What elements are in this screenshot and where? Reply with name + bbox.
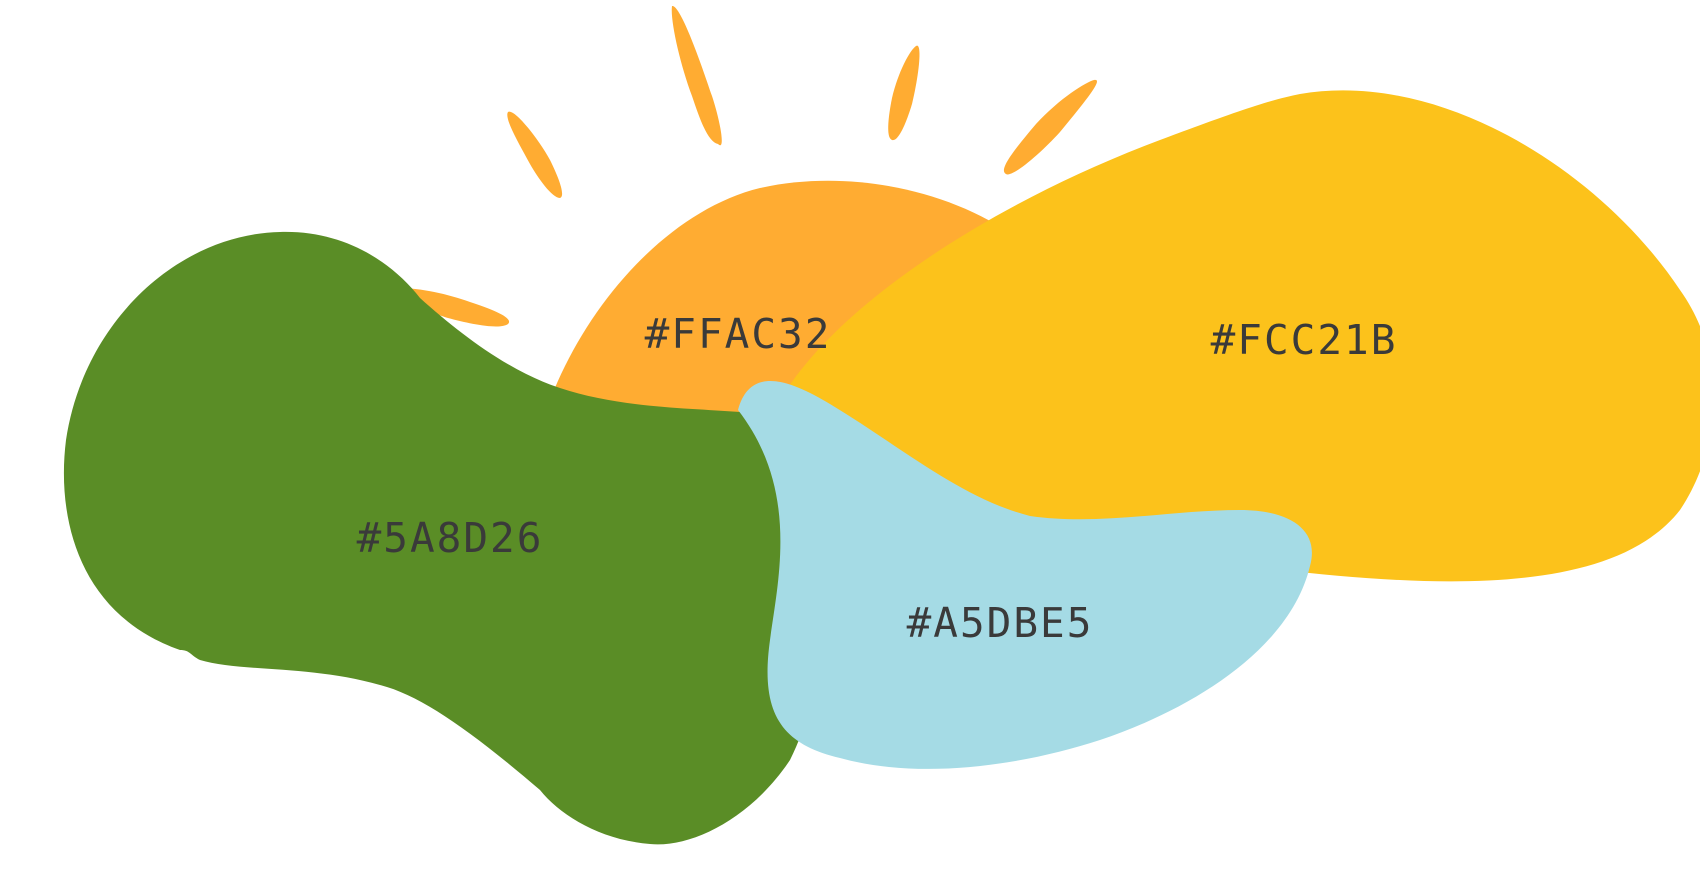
sun-rays (399, 5, 1097, 327)
sun-ray (1003, 79, 1097, 175)
swatch-blob-yellow (778, 90, 1700, 582)
swatch-label-green: #5A8D26 (357, 514, 544, 562)
swatch-label-yellow: #FCC21B (1211, 316, 1398, 364)
sun-ray (399, 288, 510, 327)
swatch-blob-blue (738, 381, 1312, 769)
swatch-blob-green (63, 231, 821, 845)
swatch-label-orange: #FFAC32 (645, 310, 832, 358)
sun-ray (507, 111, 563, 198)
sun-ray (671, 5, 722, 146)
swatch-label-blue: #A5DBE5 (907, 599, 1094, 647)
sun-ray (888, 45, 920, 141)
